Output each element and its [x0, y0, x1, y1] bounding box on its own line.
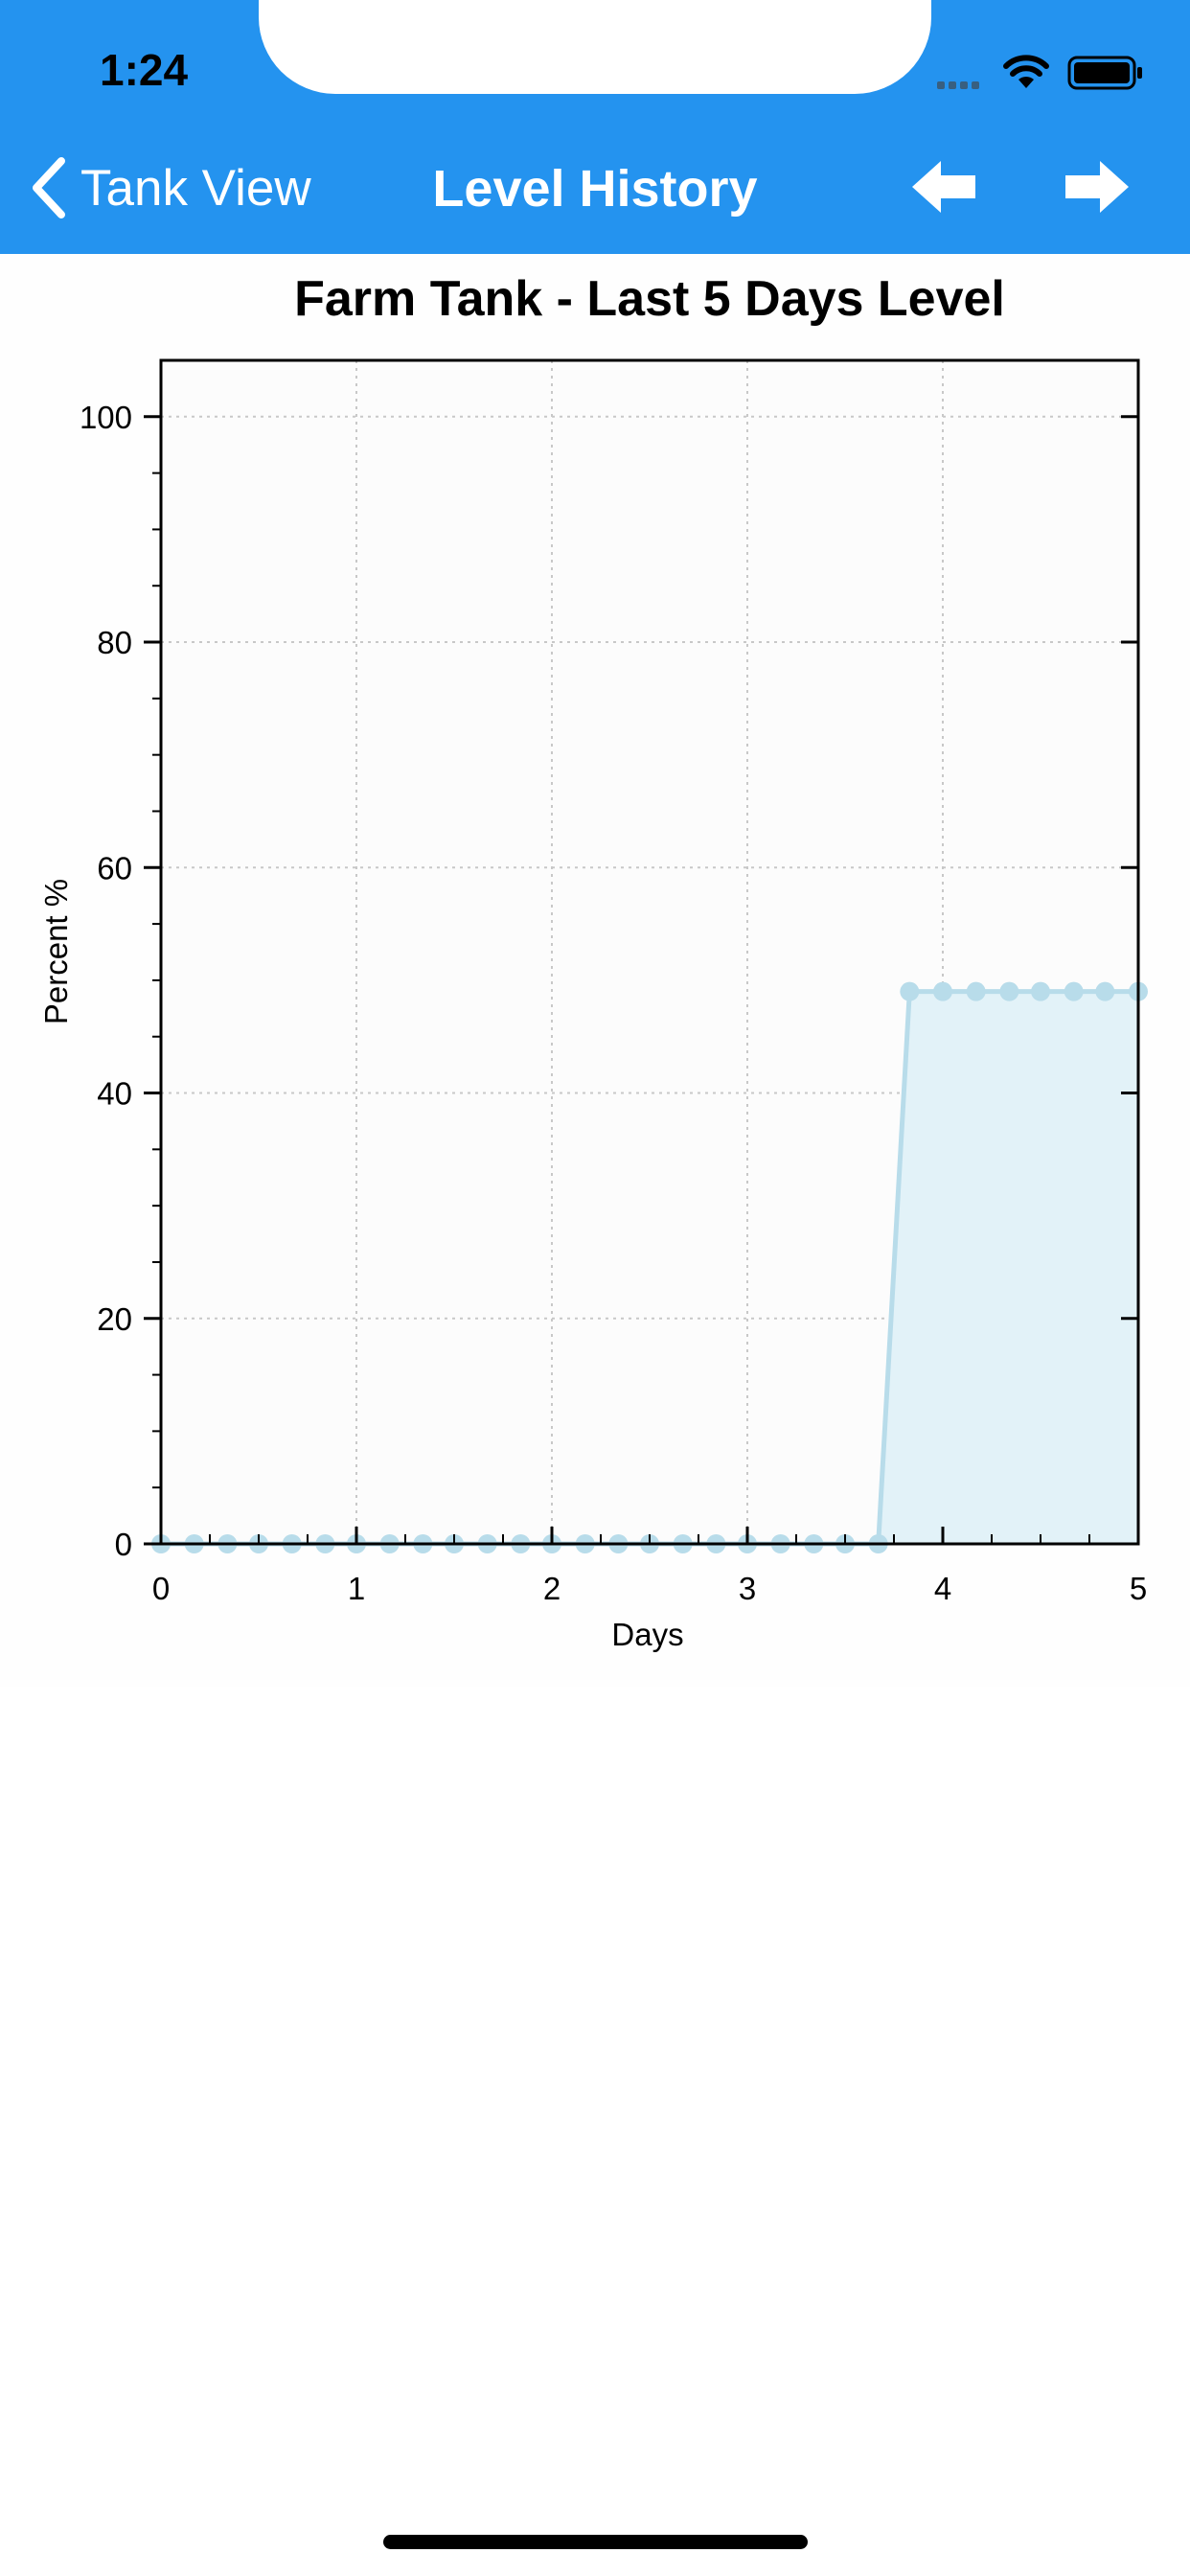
- y-tick-label: 40: [97, 1076, 132, 1112]
- data-point: [1031, 981, 1050, 1001]
- data-point: [966, 981, 986, 1001]
- navigation-bar: 1:24 Tank View Level History: [0, 0, 1190, 254]
- series-area-fill: [161, 991, 1138, 1544]
- chart-ticks: 0 20 40 60 80 100 0 1 2 3 4 5: [80, 400, 1147, 1606]
- data-point: [933, 981, 952, 1001]
- level-history-chart: 0 20 40 60 80 100 0 1 2 3 4 5 Farm Tank - Last 5 Da…: [0, 254, 1190, 1687]
- data-point: [1064, 981, 1084, 1001]
- wifi-icon: [1003, 55, 1049, 88]
- arrow-left-icon: [912, 161, 975, 213]
- previous-button[interactable]: [910, 159, 977, 215]
- x-tick-label: 1: [348, 1571, 365, 1606]
- status-time: 1:24: [100, 45, 189, 95]
- battery-icon: [1067, 56, 1142, 90]
- x-tick-label: 5: [1130, 1571, 1147, 1606]
- data-point: [999, 981, 1019, 1001]
- home-indicator: [383, 2535, 808, 2549]
- data-point: [1095, 981, 1115, 1001]
- next-button[interactable]: [1064, 159, 1131, 215]
- y-tick-label: 80: [97, 625, 132, 660]
- x-tick-label: 2: [543, 1571, 561, 1606]
- back-button[interactable]: Tank View: [29, 153, 311, 222]
- status-icons: [937, 50, 1148, 92]
- x-tick-label: 4: [934, 1571, 951, 1606]
- y-tick-label: 60: [97, 850, 132, 886]
- device-notch: [259, 0, 931, 94]
- chevron-left-icon: [33, 157, 65, 218]
- page-title: Level History: [432, 160, 758, 218]
- data-point: [900, 981, 920, 1001]
- x-axis-label: Days: [611, 1617, 683, 1652]
- arrow-right-icon: [1065, 161, 1129, 213]
- x-tick-label: 0: [152, 1571, 170, 1606]
- back-button-label: Tank View: [80, 159, 311, 217]
- y-axis-label: Percent %: [38, 879, 74, 1024]
- y-tick-label: 0: [115, 1527, 132, 1562]
- y-tick-label: 20: [97, 1301, 132, 1337]
- cellular-signal-icon: [937, 77, 983, 94]
- chart-canvas: 0 20 40 60 80 100 0 1 2 3 4 5 Farm Tank - Last 5 Da…: [38, 271, 1148, 1652]
- y-tick-label: 100: [80, 400, 132, 435]
- chart-title: Farm Tank - Last 5 Days Level: [294, 271, 1005, 327]
- x-tick-label: 3: [739, 1571, 756, 1606]
